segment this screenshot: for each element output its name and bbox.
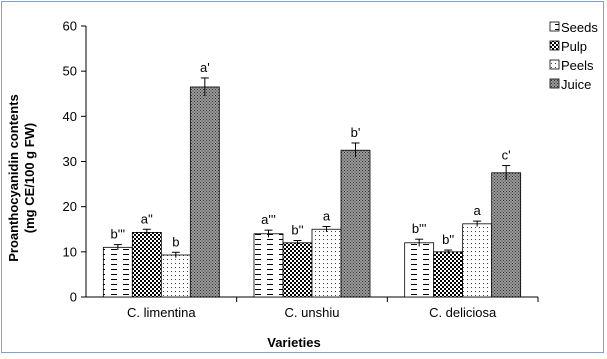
significance-label: a	[474, 203, 482, 218]
significance-label: a''	[141, 211, 153, 226]
bar-pulp	[131, 232, 162, 298]
x-axis-title: Varieties	[267, 335, 321, 350]
x-tick-label: C. limentina	[127, 305, 196, 320]
significance-label: c'	[502, 148, 511, 163]
bar-peels	[462, 223, 493, 298]
legend-swatch-seeds	[549, 21, 560, 32]
significance-label: b'''	[110, 227, 125, 242]
significance-label: b''	[291, 223, 303, 238]
y-tick-label: 60	[63, 19, 77, 34]
y-tick-label: 10	[63, 244, 77, 259]
legend-label-peels: Peels	[561, 58, 594, 73]
significance-label: a'	[200, 60, 210, 75]
y-tick-label: 50	[63, 64, 77, 79]
bar-pulp	[433, 251, 464, 298]
legend-label-juice: Juice	[561, 77, 591, 92]
y-axis-title-line2: (mg CE/100 g FW)	[22, 123, 37, 234]
bar-seeds	[102, 246, 133, 298]
y-tick-label: 40	[63, 109, 77, 124]
chart-frame: 0 10 20 30 40 50 60 C. limentina b''' a'' b a' C. u…	[1, 1, 604, 353]
x-tick-label: C. deliciosa	[429, 305, 497, 320]
legend: Seeds Pulp Peels Juice	[549, 20, 598, 92]
bar-seeds	[253, 233, 284, 298]
legend-label-seeds: Seeds	[561, 20, 598, 35]
bar-chart: 0 10 20 30 40 50 60 C. limentina b''' a'' b a' C. u…	[6, 19, 598, 351]
legend-swatch-peels	[549, 59, 560, 70]
significance-label: a	[323, 209, 331, 224]
bars-layer: C. limentina b''' a'' b a' C. unshiu a''' b'' a b…	[102, 60, 522, 320]
legend-label-pulp: Pulp	[561, 39, 587, 54]
legend-swatch-juice	[549, 78, 560, 89]
significance-label: b'	[351, 125, 361, 140]
bar-pulp	[282, 242, 313, 298]
significance-label: b''	[442, 232, 454, 247]
bar-juice	[491, 172, 522, 298]
bar-peels	[311, 228, 342, 298]
y-axis-title-line1: Proanthocyanidin contents	[6, 94, 21, 262]
significance-label: b	[172, 234, 179, 249]
legend-swatch-pulp	[549, 40, 560, 51]
x-tick-label: C. unshiu	[285, 305, 340, 320]
bar-peels	[160, 254, 191, 298]
bar-juice	[340, 149, 371, 298]
significance-label: a'''	[261, 212, 276, 227]
y-tick-label: 30	[63, 154, 77, 169]
y-tick-label: 20	[63, 199, 77, 214]
bar-seeds	[404, 242, 435, 298]
significance-label: b'''	[412, 221, 427, 236]
y-tick-label: 0	[70, 290, 77, 305]
bar-juice	[189, 86, 220, 298]
